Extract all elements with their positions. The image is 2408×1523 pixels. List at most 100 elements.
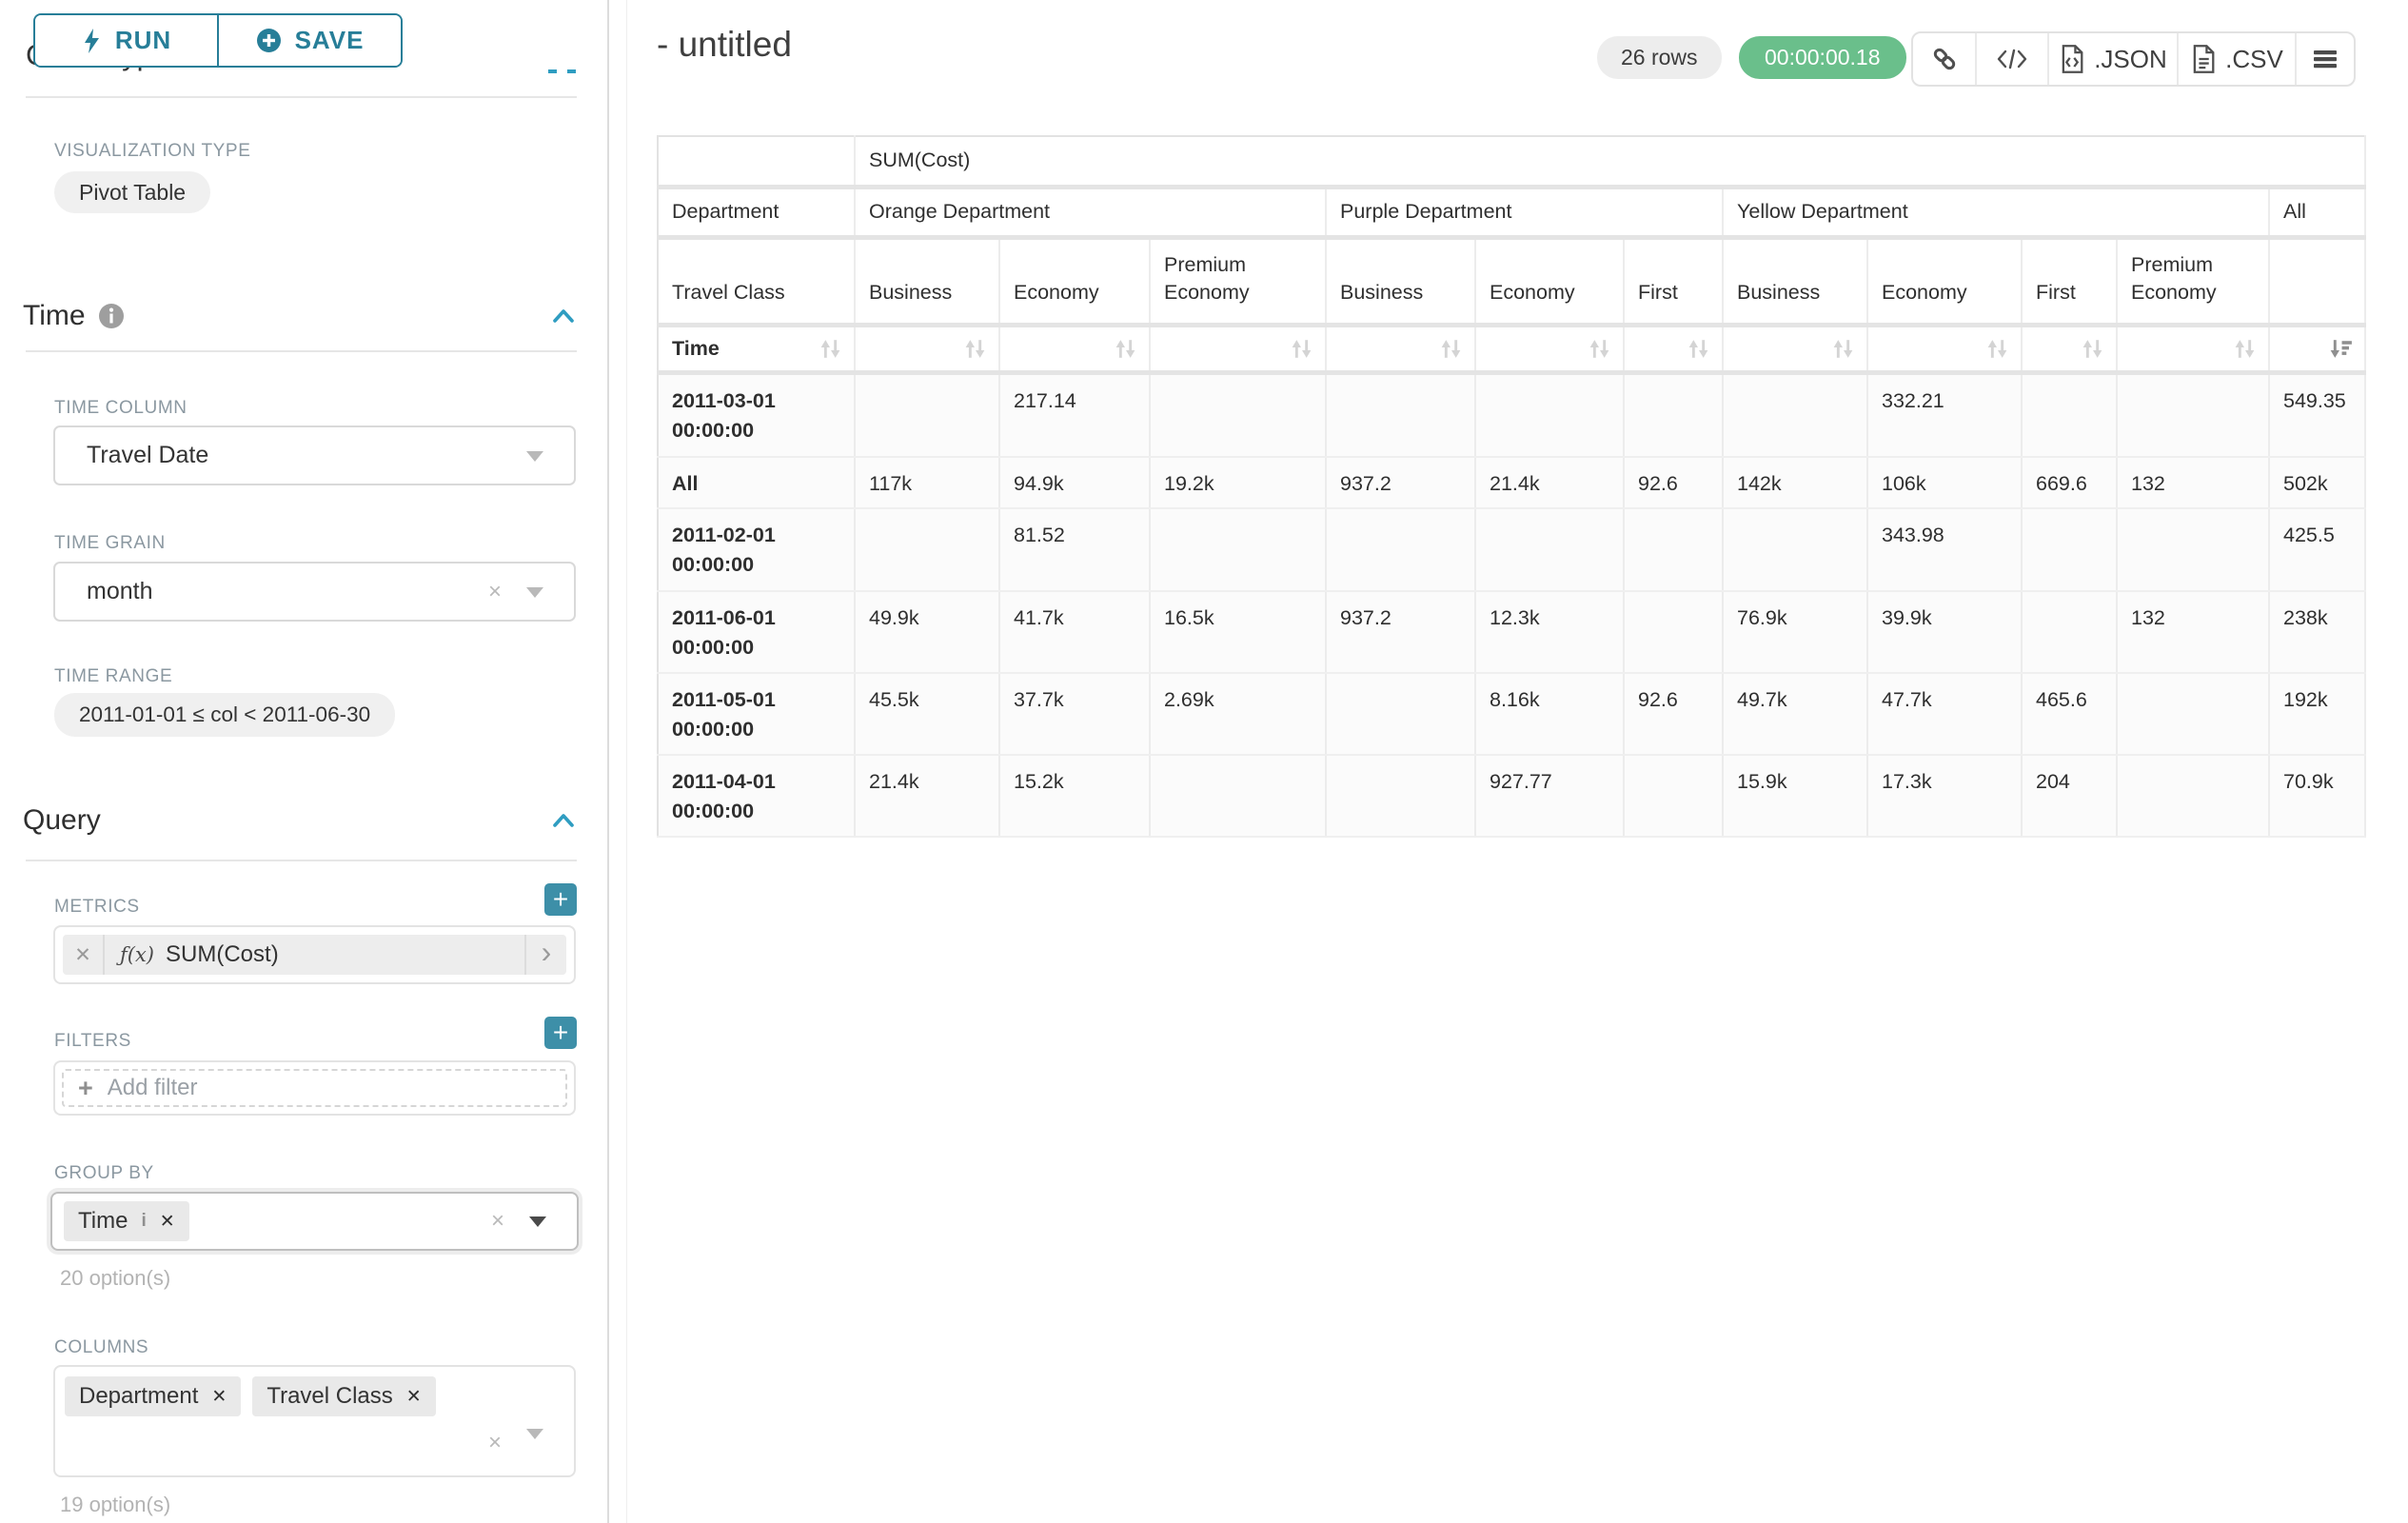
sort-header[interactable]	[1326, 325, 1475, 372]
pivot-row-label: All	[658, 457, 855, 508]
sort-header[interactable]	[2117, 325, 2269, 372]
time-range-pill[interactable]: 2011-01-01 ≤ col < 2011-06-30	[54, 693, 395, 737]
pivot-cell: 927.77	[1475, 755, 1624, 837]
group-header-orange: Orange Department	[855, 187, 1326, 237]
chevron-right-icon[interactable]: ›	[524, 935, 566, 975]
time-column-select[interactable]: Travel Date	[53, 425, 576, 485]
export-json-label: .JSON	[2094, 45, 2167, 74]
sort-header-active[interactable]	[2269, 325, 2365, 372]
metrics-field: ✕ ƒ(x) SUM(Cost) ›	[53, 925, 576, 984]
time-sort-header[interactable]: Time	[658, 325, 855, 372]
save-button[interactable]: SAVE	[219, 15, 401, 66]
sort-header[interactable]	[999, 325, 1150, 372]
embed-code-button[interactable]	[1975, 33, 2047, 85]
metric-pill[interactable]: ✕ ƒ(x) SUM(Cost) ›	[63, 935, 566, 975]
sort-header[interactable]	[1150, 325, 1326, 372]
pivot-cell	[1723, 508, 1867, 591]
sort-header[interactable]	[855, 325, 999, 372]
pivot-cell: 425.5	[2269, 508, 2365, 591]
pivot-cell	[1624, 508, 1723, 591]
sort-header[interactable]	[2022, 325, 2117, 372]
section-divider	[26, 350, 577, 352]
pivot-row: All117k94.9k19.2k937.221.4k92.6142k106k6…	[658, 457, 2365, 508]
remove-metric-x-icon[interactable]: ✕	[63, 935, 105, 975]
pivot-cell: 465.6	[2022, 673, 2117, 755]
sort-header[interactable]	[1475, 325, 1624, 372]
run-button-label: RUN	[115, 26, 171, 55]
pivot-cell: 49.9k	[855, 591, 999, 673]
add-metric-button[interactable]: +	[544, 883, 577, 916]
pivot-body: 2011-03-01 00:00:00217.14332.21549.35All…	[658, 372, 2365, 837]
class-header: Business	[1326, 237, 1475, 325]
caret-down-icon	[526, 1429, 543, 1439]
group-by-chip-time[interactable]: Time i ✕	[64, 1201, 189, 1241]
pivot-cell: 15.9k	[1723, 755, 1867, 837]
export-json-button[interactable]: .JSON	[2047, 33, 2177, 85]
metric-header-row: SUM(Cost)	[658, 136, 2365, 187]
filters-field: + Add filter	[53, 1060, 576, 1116]
pivot-cell: 549.35	[2269, 372, 2365, 457]
sort-arrows-icon	[1984, 335, 2011, 363]
time-range-label: TIME RANGE	[54, 666, 172, 687]
columns-chip-travel-class[interactable]: Travel Class ✕	[252, 1376, 435, 1416]
run-button[interactable]: RUN	[35, 15, 219, 66]
time-column-label: TIME COLUMN	[54, 398, 188, 419]
sort-descending-icon	[2327, 335, 2355, 363]
more-options-button[interactable]	[2295, 33, 2354, 85]
pivot-cell	[1326, 755, 1475, 837]
group-by-select[interactable]: Time i ✕ ×	[50, 1192, 579, 1251]
pivot-row: 2011-06-01 00:00:0049.9k41.7k16.5k937.21…	[658, 591, 2365, 673]
link-icon	[1930, 45, 1959, 73]
pivot-cell: 343.98	[1867, 508, 2022, 591]
sort-arrows-icon	[961, 335, 989, 363]
chevron-up-icon[interactable]	[550, 305, 577, 327]
time-grain-label: TIME GRAIN	[54, 533, 166, 554]
export-csv-button[interactable]: .CSV	[2177, 33, 2295, 85]
visualization-type-pill[interactable]: Pivot Table	[54, 171, 210, 213]
sort-header[interactable]	[1723, 325, 1867, 372]
pivot-row-label: 2011-02-01 00:00:00	[658, 508, 855, 591]
pivot-row-label: 2011-06-01 00:00:00	[658, 591, 855, 673]
time-section-title: Time	[23, 300, 86, 332]
clear-all-x-icon[interactable]: ×	[491, 1208, 504, 1235]
columns-chip-department[interactable]: Department ✕	[65, 1376, 241, 1416]
add-filter-plus-button[interactable]: +	[544, 1017, 577, 1049]
pivot-cell	[2022, 372, 2117, 457]
time-grain-select[interactable]: month ×	[53, 562, 576, 622]
remove-chip-x-icon[interactable]: ✕	[160, 1211, 175, 1233]
pivot-cell: 16.5k	[1150, 591, 1326, 673]
metric-header-cell: SUM(Cost)	[855, 136, 2365, 187]
add-filter-button[interactable]: + Add filter	[62, 1069, 567, 1107]
class-header: Economy	[1867, 237, 2022, 325]
sort-header[interactable]	[1867, 325, 2022, 372]
remove-chip-x-icon[interactable]: ✕	[406, 1386, 422, 1408]
pivot-cell	[2117, 673, 2269, 755]
columns-select[interactable]: Department ✕ Travel Class ✕ ×	[53, 1365, 576, 1477]
pivot-cell	[1624, 372, 1723, 457]
class-header: Premium Economy	[1150, 237, 1326, 325]
pivot-cell: 45.5k	[855, 673, 999, 755]
clear-all-x-icon[interactable]: ×	[488, 1430, 502, 1456]
chart-title[interactable]: - untitled	[657, 25, 792, 65]
group-by-options-count: 20 option(s)	[60, 1266, 170, 1291]
sort-header[interactable]	[1624, 325, 1723, 372]
pivot-cell: 92.6	[1624, 673, 1723, 755]
pivot-cell: 937.2	[1326, 591, 1475, 673]
panel-divider[interactable]	[607, 0, 609, 1523]
pivot-table: SUM(Cost) Department Orange Department P…	[657, 135, 2366, 838]
x-icon[interactable]: ×	[488, 579, 502, 605]
pivot-cell: 49.7k	[1723, 673, 1867, 755]
sort-arrows-icon	[817, 335, 844, 363]
control-panel-sidebar: Chart Type RUN SAVE VISUALIZATION TYPE P…	[0, 0, 607, 1523]
pivot-row: 2011-03-01 00:00:00217.14332.21549.35	[658, 372, 2365, 457]
class-header: Business	[855, 237, 999, 325]
pivot-cell: 937.2	[1326, 457, 1475, 508]
remove-chip-x-icon[interactable]: ✕	[211, 1386, 227, 1408]
export-csv-label: .CSV	[2225, 45, 2283, 74]
pivot-cell	[1624, 755, 1723, 837]
chevron-up-icon[interactable]	[550, 809, 577, 832]
section-divider	[26, 860, 577, 861]
share-link-button[interactable]	[1913, 33, 1975, 85]
plus-icon: +	[78, 1074, 93, 1103]
row-count-badge: 26 rows	[1597, 36, 1722, 79]
